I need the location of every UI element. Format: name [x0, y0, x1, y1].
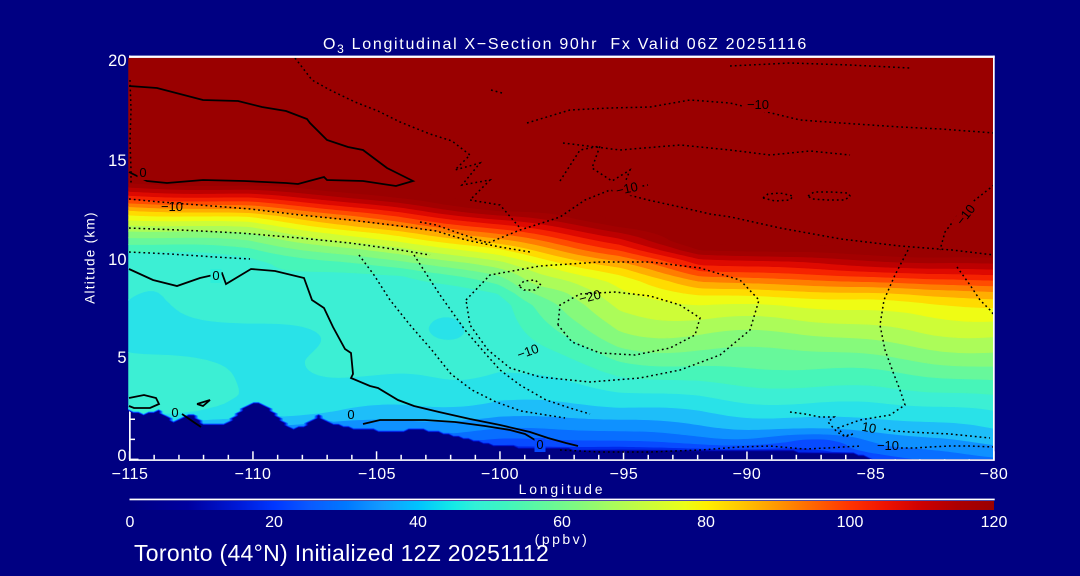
svg-text:0: 0: [212, 268, 219, 283]
svg-text:−10: −10: [615, 179, 640, 198]
svg-text:0: 0: [139, 165, 146, 180]
svg-text:0: 0: [171, 405, 178, 420]
svg-text:−10: −10: [877, 438, 899, 453]
svg-text:10: 10: [861, 419, 878, 436]
svg-text:0: 0: [347, 407, 354, 422]
svg-text:−10: −10: [747, 97, 769, 112]
svg-text:0: 0: [536, 437, 543, 452]
svg-text:−10: −10: [161, 199, 183, 214]
svg-text:−10: −10: [515, 341, 541, 363]
svg-text:−20: −20: [577, 287, 602, 307]
